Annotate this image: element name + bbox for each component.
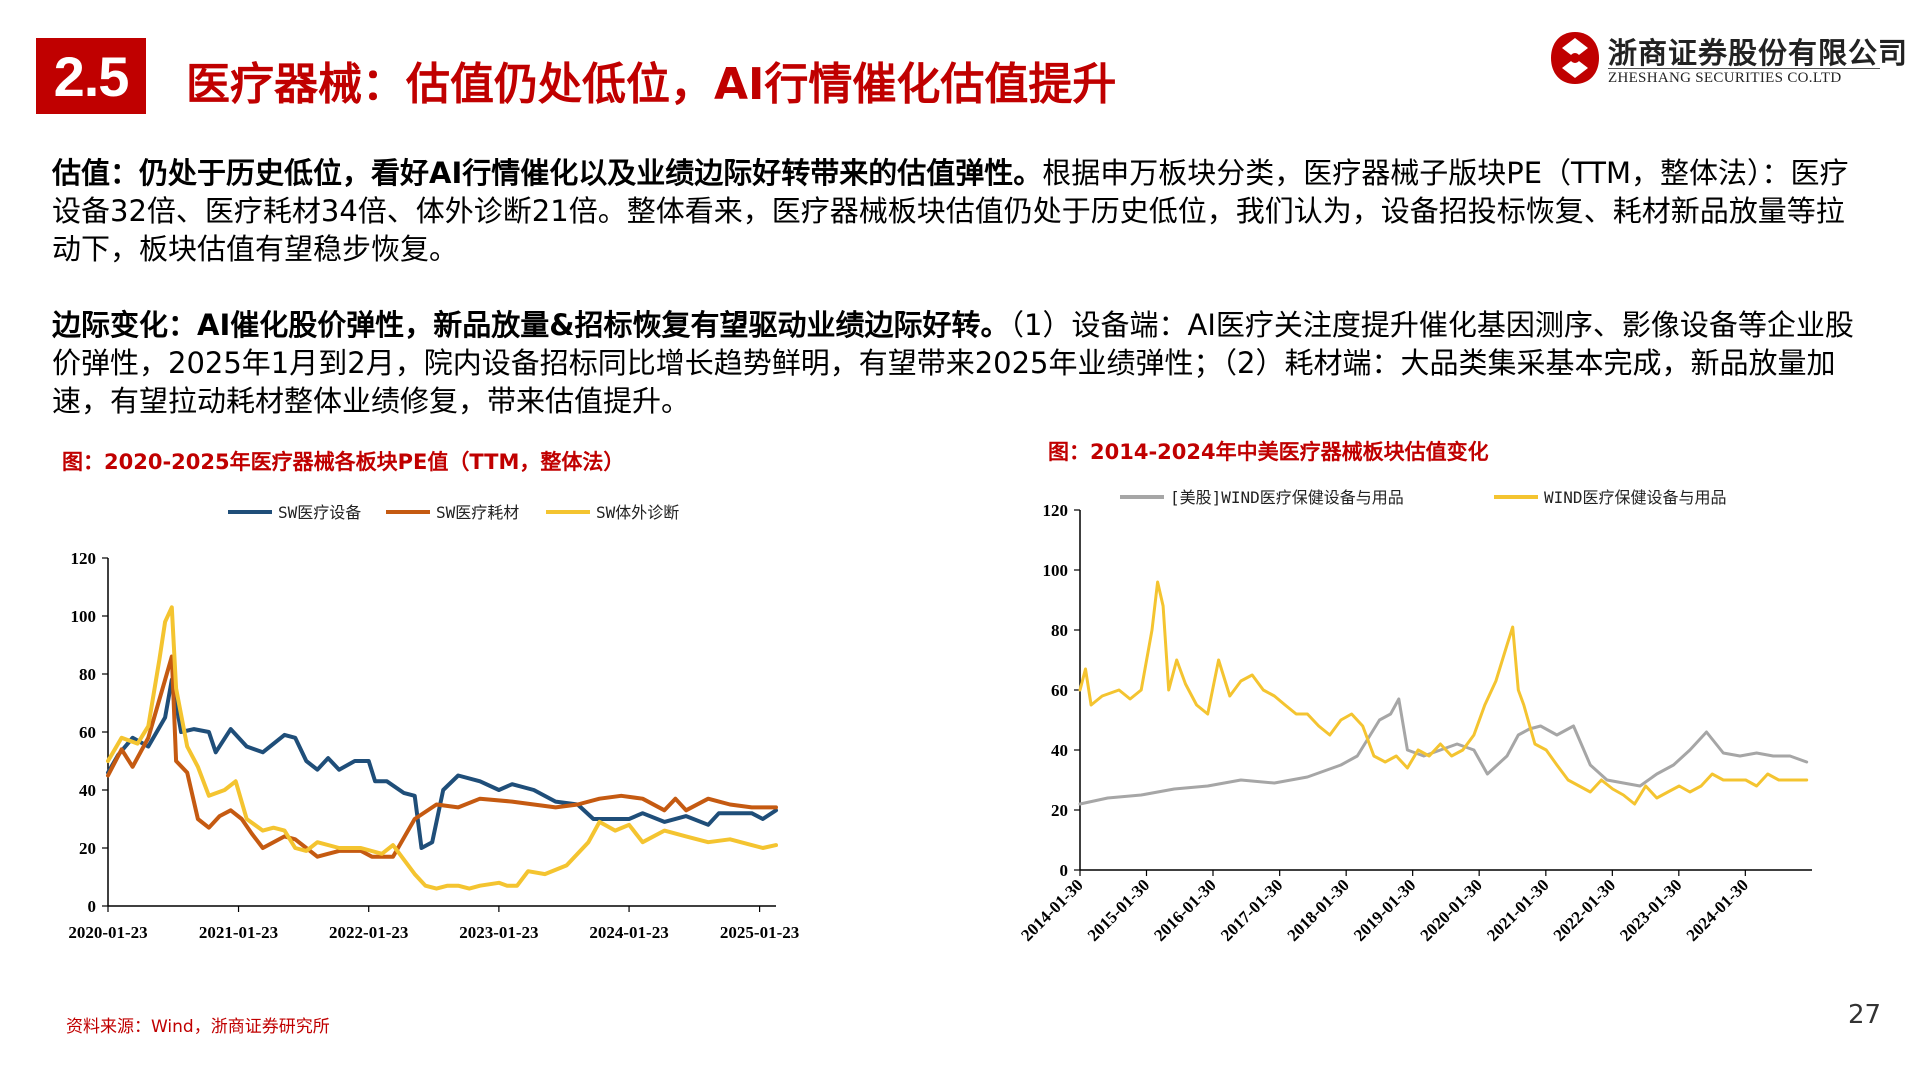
y-tick-label: 120: [1043, 501, 1069, 520]
section-number: 2.5: [53, 45, 130, 108]
chart1-caption: 图：2020-2025年医疗器械各板块PE值（TTM，整体法）: [62, 450, 625, 474]
valuation-text: 根据申万板块分类，医疗器械子版块PE（TTM，整体法）：医疗设备32倍、医疗耗材…: [52, 156, 1849, 266]
marginal-change-lead: 边际变化：AI催化股价弹性，新品放量&招标恢复有望驱动业绩边际好转。: [52, 308, 1010, 342]
y-tick-label: 80: [1051, 621, 1068, 640]
x-tick-label: 2022-01-30: [1550, 875, 1620, 945]
x-tick-label: 2022-01-23: [329, 923, 408, 942]
series-line-2: [106, 654, 778, 859]
y-tick-label: 60: [79, 723, 96, 742]
series-line-2: [1078, 580, 1809, 806]
y-tick-label: 0: [1060, 861, 1069, 880]
x-tick-label: 2020-01-23: [68, 923, 147, 942]
y-tick-label: 20: [79, 839, 96, 858]
y-tick-label: 100: [71, 607, 97, 626]
marginal-change-paragraph: 边际变化：AI催化股价弹性，新品放量&招标恢复有望驱动业绩边际好转。（1）设备端…: [52, 306, 1872, 420]
section-badge: [36, 38, 146, 114]
x-tick-label: 2016-01-30: [1150, 875, 1220, 945]
x-tick-label: 2025-01-23: [720, 923, 799, 942]
series-line-1: [1078, 697, 1809, 806]
x-tick-label: 2024-01-30: [1683, 875, 1753, 945]
x-tick-label: 2021-01-30: [1483, 875, 1553, 945]
y-tick-label: 60: [1051, 681, 1068, 700]
x-tick-label: 2021-01-23: [199, 923, 278, 942]
y-tick-label: 40: [79, 781, 96, 800]
legend-label-2: WIND医疗保健设备与用品: [1544, 488, 1727, 507]
legend-label-3: SW体外诊断: [596, 503, 679, 522]
page-number: 27: [1848, 1000, 1882, 1030]
company-logo-icon: [1551, 32, 1599, 84]
x-tick-label: 2023-01-23: [459, 923, 538, 942]
logo-divider: [1608, 68, 1880, 69]
source-note: 资料来源：Wind，浙商证券研究所: [66, 1017, 330, 1037]
x-tick-label: 2019-01-30: [1350, 875, 1420, 945]
x-tick-label: 2018-01-30: [1283, 875, 1353, 945]
x-tick-label: 2023-01-30: [1616, 875, 1686, 945]
x-tick-label: 2024-01-23: [589, 923, 668, 942]
x-tick-label: 2015-01-30: [1084, 875, 1154, 945]
series-line-1: [106, 677, 778, 850]
valuation-paragraph: 估值：仍处于历史低位，看好AI行情催化以及业绩边际好转带来的估值弹性。根据申万板…: [52, 154, 1872, 268]
y-tick-label: 100: [1043, 561, 1069, 580]
legend-label-1: SW医疗设备: [278, 503, 361, 522]
series-line-3: [106, 605, 778, 891]
x-tick-label: 2017-01-30: [1217, 875, 1287, 945]
y-tick-label: 0: [88, 897, 97, 916]
company-name-cn: 浙商证券股份有限公司: [1608, 36, 1909, 70]
y-tick-label: 80: [79, 665, 96, 684]
company-name-en: ZHESHANG SECURITIES CO.LTD: [1608, 70, 1842, 86]
y-tick-label: 20: [1051, 801, 1068, 820]
y-tick-label: 120: [71, 549, 97, 568]
page-title: 医疗器械：估值仍处低位，AI行情催化估值提升: [186, 59, 1117, 110]
valuation-lead: 估值：仍处于历史低位，看好AI行情催化以及业绩边际好转带来的估值弹性。: [52, 156, 1043, 190]
marginal-change-text: （1）设备端：AI医疗关注度提升催化基因测序、影像设备等企业股价弹性，2025年…: [52, 308, 1854, 418]
y-tick-label: 40: [1051, 741, 1068, 760]
chart2-caption: 图：2014-2024年中美医疗器械板块估值变化: [1048, 440, 1489, 464]
legend-label-2: SW医疗耗材: [436, 503, 519, 522]
legend-label-1: [美股]WIND医疗保健设备与用品: [1170, 488, 1404, 507]
x-tick-label: 2014-01-30: [1017, 875, 1087, 945]
x-tick-label: 2020-01-30: [1416, 875, 1486, 945]
